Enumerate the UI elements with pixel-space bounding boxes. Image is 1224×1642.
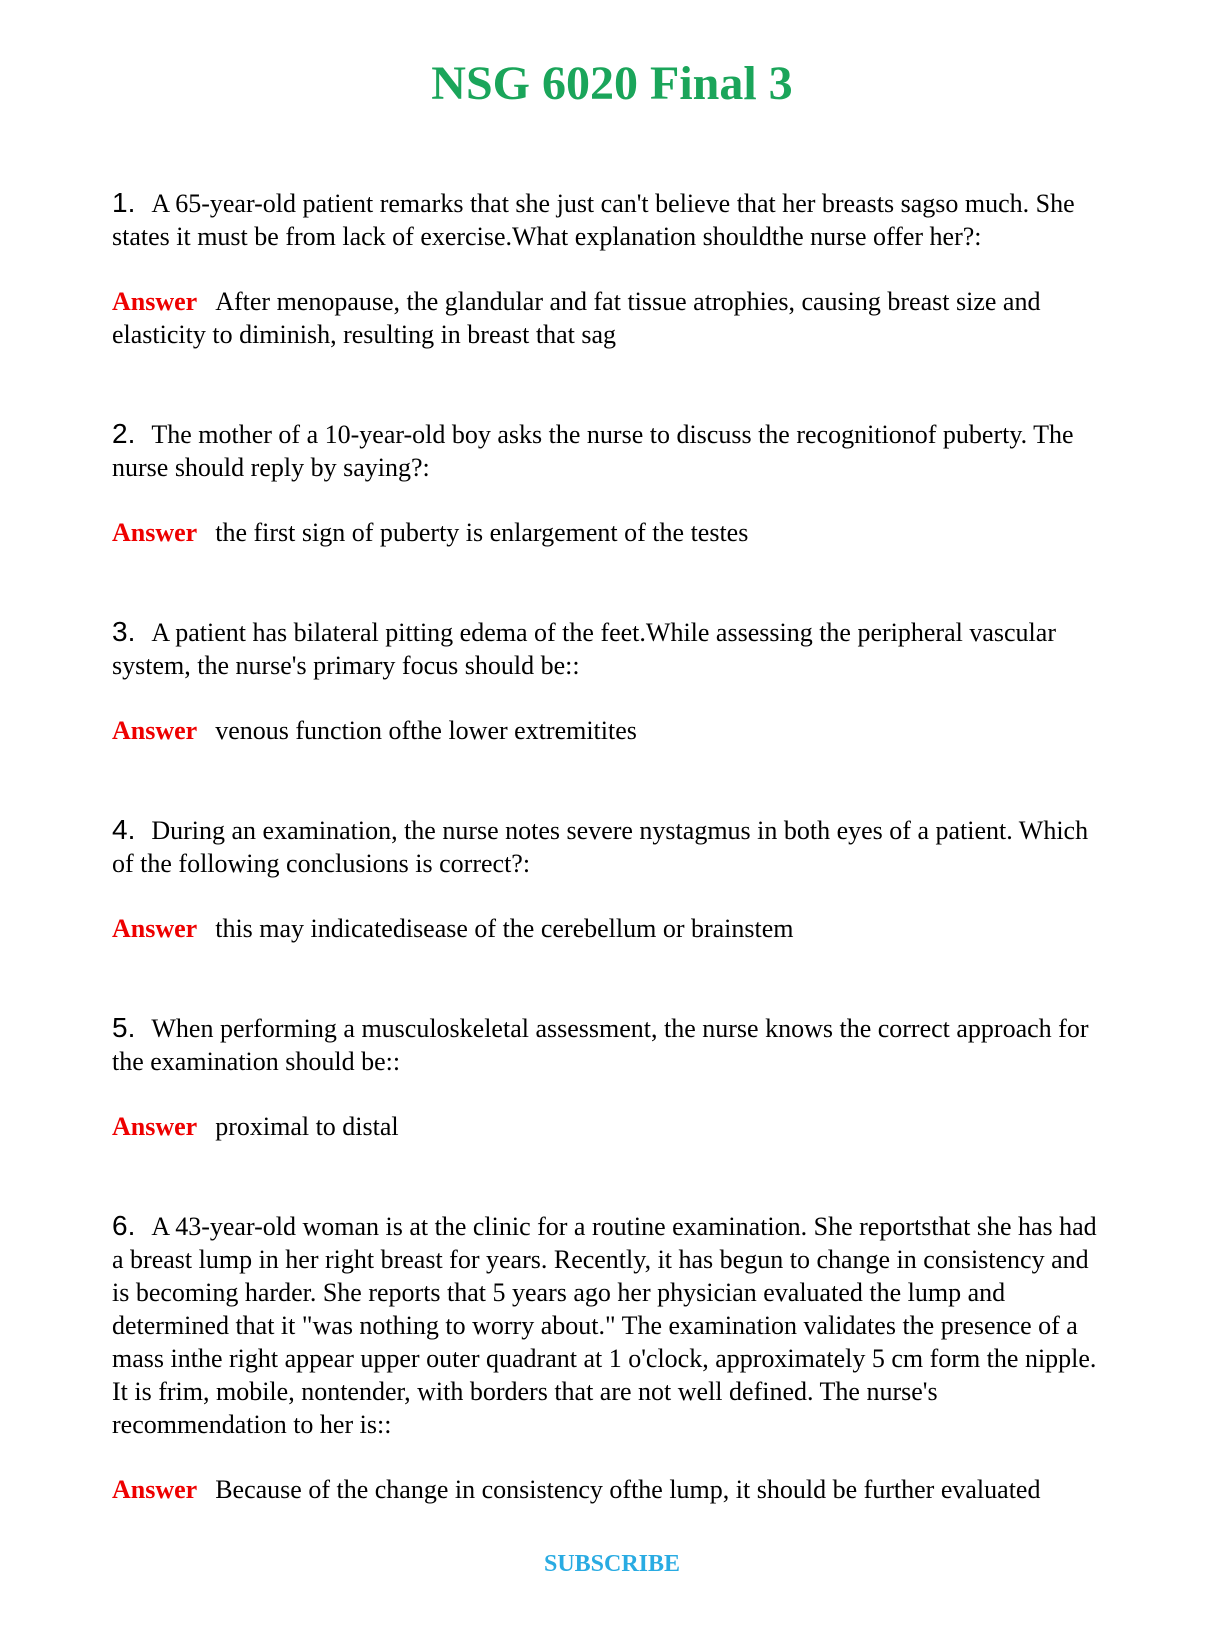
question: 2. The mother of a 10-year-old boy asks t… bbox=[112, 417, 1112, 484]
answer-text: the first sign of puberty is enlargement… bbox=[215, 518, 749, 547]
question: 1. A 65-year-old patient remarks that she… bbox=[112, 186, 1112, 253]
question: 6. A 43-year-old woman is at the clinic f… bbox=[112, 1209, 1112, 1441]
question-number: 6. bbox=[112, 1210, 136, 1241]
answer-label: Answer bbox=[112, 1112, 198, 1141]
answer: Answer Because of the change in consisten… bbox=[112, 1473, 1112, 1506]
answer: Answer proximal to distal bbox=[112, 1110, 1112, 1143]
question-text: A patient has bilateral pitting edema of… bbox=[112, 618, 1056, 680]
answer-label: Answer bbox=[112, 914, 198, 943]
answer-text: proximal to distal bbox=[215, 1112, 399, 1141]
answer-text: venous function ofthe lower extremitites bbox=[215, 716, 637, 745]
answer: Answer After menopause, the glandular and… bbox=[112, 285, 1112, 351]
qa-item: 1. A 65-year-old patient remarks that she… bbox=[112, 186, 1112, 351]
question-text: A 43-year-old woman is at the clinic for… bbox=[112, 1212, 1097, 1439]
qa-item: 3. A patient has bilateral pitting edema … bbox=[112, 615, 1112, 747]
subscribe-link[interactable]: SUBSCRIBE bbox=[543, 1551, 681, 1577]
footer: SUBSCRIBE bbox=[112, 1546, 1112, 1579]
question-text: During an examination, the nurse notes s… bbox=[112, 816, 1089, 878]
question-number: 1. bbox=[112, 187, 136, 218]
answer-text: Because of the change in consistency oft… bbox=[215, 1475, 1041, 1504]
answer: Answer the first sign of puberty is enlar… bbox=[112, 516, 1112, 549]
answer-label: Answer bbox=[112, 518, 198, 547]
qa-item: 6. A 43-year-old woman is at the clinic f… bbox=[112, 1209, 1112, 1506]
question-number: 3. bbox=[112, 616, 136, 647]
question: 5. When performing a musculoskeletal asse… bbox=[112, 1011, 1112, 1078]
qa-item: 4. During an examination, the nurse notes… bbox=[112, 813, 1112, 945]
question-text: When performing a musculoskeletal assess… bbox=[112, 1014, 1089, 1076]
answer-text: this may indicatedisease of the cerebell… bbox=[215, 914, 794, 943]
answer: Answer venous function ofthe lower extrem… bbox=[112, 714, 1112, 747]
answer-label: Answer bbox=[112, 287, 198, 316]
answer-text: After menopause, the glandular and fat t… bbox=[112, 287, 1041, 349]
question-text: The mother of a 10-year-old boy asks the… bbox=[112, 420, 1074, 482]
question-number: 4. bbox=[112, 814, 136, 845]
answer: Answer this may indicatedisease of the ce… bbox=[112, 912, 1112, 945]
question-text: A 65-year-old patient remarks that she j… bbox=[112, 189, 1075, 251]
question-number: 5. bbox=[112, 1012, 136, 1043]
question-number: 2. bbox=[112, 418, 136, 449]
qa-item: 2. The mother of a 10-year-old boy asks t… bbox=[112, 417, 1112, 549]
qa-item: 5. When performing a musculoskeletal asse… bbox=[112, 1011, 1112, 1143]
answer-label: Answer bbox=[112, 716, 198, 745]
answer-label: Answer bbox=[112, 1475, 198, 1504]
page-title: NSG 6020 Final 3 bbox=[431, 57, 793, 110]
question: 4. During an examination, the nurse notes… bbox=[112, 813, 1112, 880]
question: 3. A patient has bilateral pitting edema … bbox=[112, 615, 1112, 682]
